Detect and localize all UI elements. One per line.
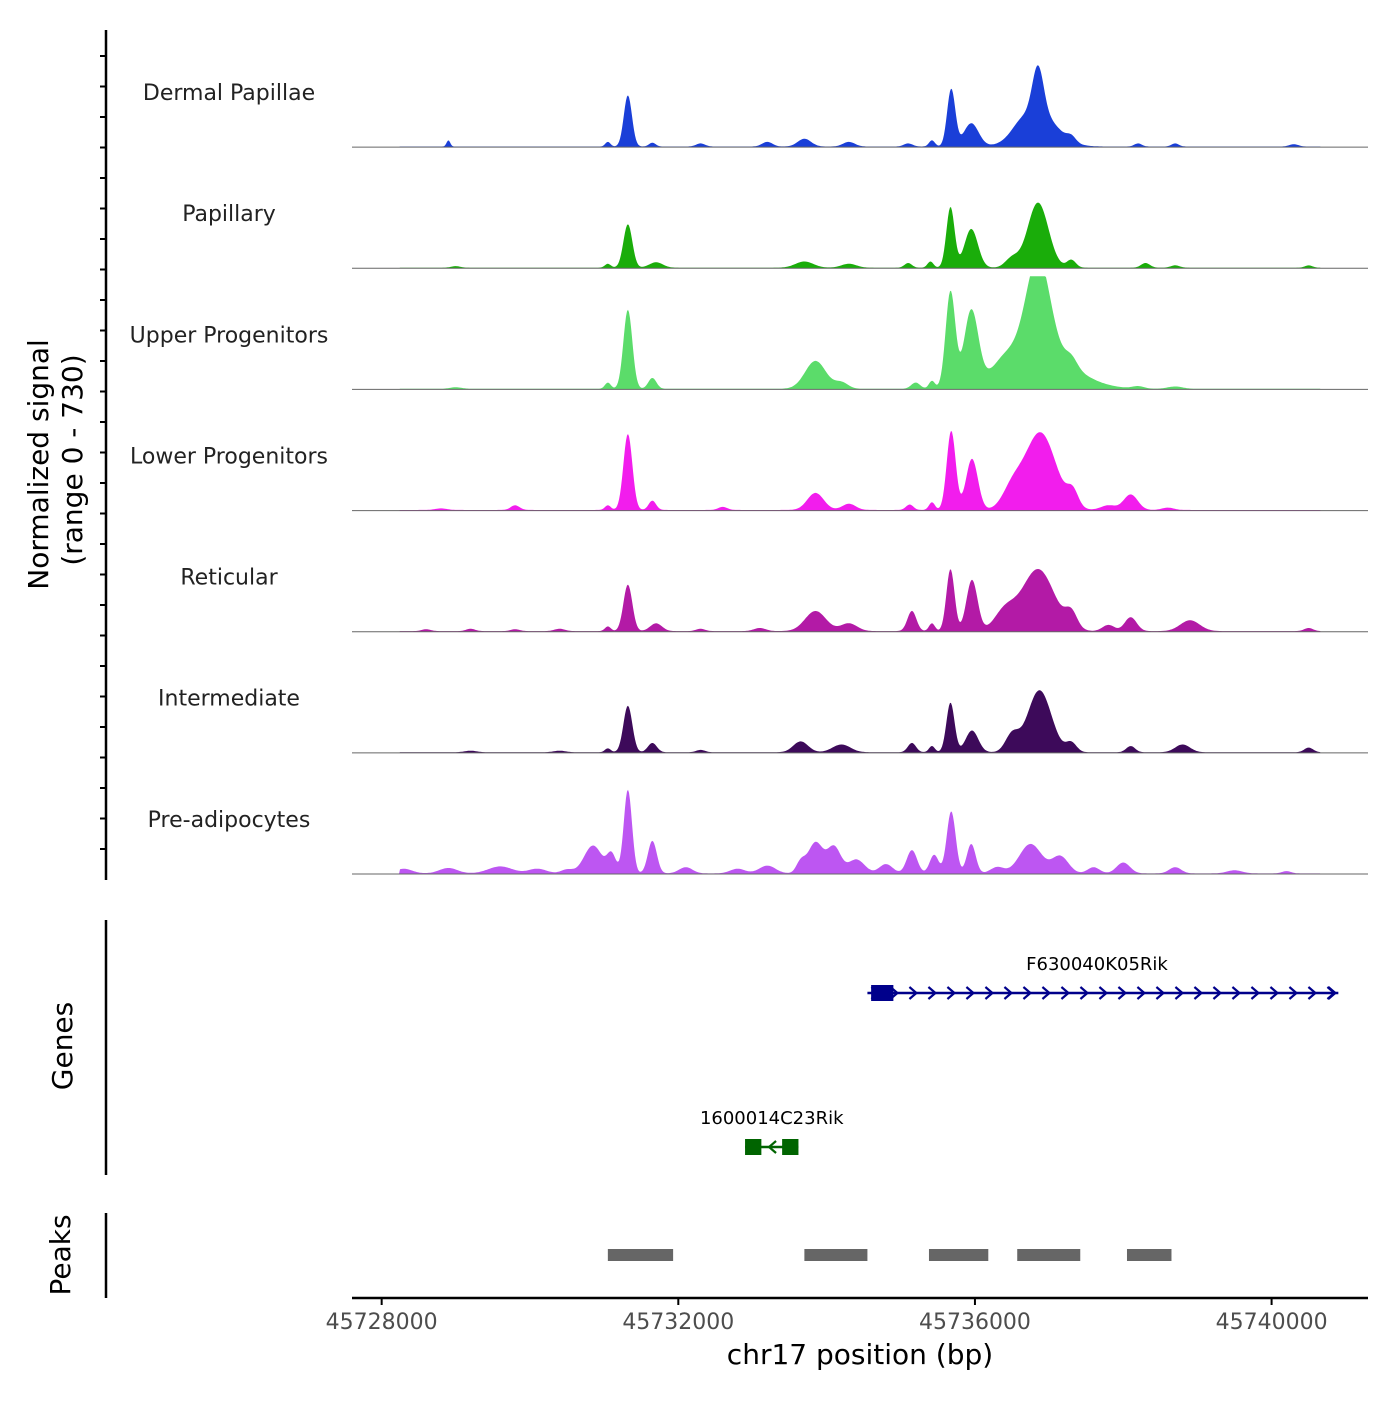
track-label-intermediate: Intermediate (158, 687, 300, 712)
signal-area-upper-progenitors (352, 276, 1368, 390)
x-tick-label: 45740000 (1216, 1310, 1328, 1335)
strand-arrow (927, 986, 938, 1000)
track-intermediate: Intermediate (158, 687, 1368, 754)
genes-track-label: Genes (46, 1002, 79, 1090)
strand-arrow (1231, 986, 1242, 1000)
track-dermal-papillae: Dermal Papillae (143, 65, 1368, 148)
strand-arrow (1327, 986, 1338, 1000)
strand-arrow (908, 986, 919, 1000)
genes-track: F630040K05Rik 1600014C23Rik (104, 920, 1339, 1175)
x-tick-label: 45736000 (919, 1310, 1031, 1335)
strand-arrow (984, 986, 995, 1000)
y-axis-title-line1: Normalized signal (22, 339, 55, 590)
x-tick-label: 45728000 (326, 1310, 438, 1335)
strand-arrow (1174, 986, 1185, 1000)
gene-label: 1600014C23Rik (700, 1108, 844, 1129)
peaks-track (104, 1213, 1172, 1298)
strand-arrow (767, 1140, 777, 1154)
gene-exon (782, 1139, 799, 1155)
strand-arrow (965, 986, 976, 1000)
strand-arrow (1193, 986, 1204, 1000)
strand-arrow (1250, 986, 1261, 1000)
strand-arrow (1003, 986, 1014, 1000)
track-label-papillary: Papillary (182, 202, 276, 227)
peak-region (1017, 1249, 1081, 1261)
y-axis-title: Normalized signal (range 0 - 730) (22, 330, 89, 589)
signal-tracks: Dermal Papillae Papillary Upper Progenitor… (100, 30, 1368, 880)
strand-arrow (1041, 986, 1052, 1000)
x-axis-title: chr17 position (bp) (727, 1338, 993, 1371)
track-papillary: Papillary (182, 202, 1368, 269)
signal-area-dermal-papillae (352, 65, 1368, 148)
y-axis-title-line2: (range 0 - 730) (56, 354, 89, 565)
strand-arrow (1060, 986, 1071, 1000)
peaks-track-label: Peaks (44, 1214, 77, 1295)
strand-arrow (1136, 986, 1147, 1000)
strand-arrow (946, 986, 957, 1000)
strand-arrow (1117, 986, 1128, 1000)
signal-area-papillary (352, 202, 1368, 269)
strand-arrow (1098, 986, 1109, 1000)
track-pre-adipocytes: Pre-adipocytes (148, 789, 1368, 875)
track-label-reticular: Reticular (180, 566, 278, 591)
signal-area-reticular (352, 569, 1368, 632)
track-label-dermal-papillae: Dermal Papillae (143, 81, 315, 106)
peak-region (804, 1249, 868, 1261)
gene-f630040k05rik: F630040K05Rik (867, 954, 1339, 1001)
gene-label: F630040K05Rik (1026, 954, 1168, 975)
strand-arrow (1307, 986, 1318, 1000)
strand-arrow (1155, 986, 1166, 1000)
peak-region (1126, 1249, 1172, 1261)
signal-area-intermediate (352, 690, 1368, 753)
track-reticular: Reticular (180, 566, 1368, 633)
strand-arrow (1288, 986, 1299, 1000)
strand-arrow (1212, 986, 1223, 1000)
strand-arrow (1079, 986, 1090, 1000)
track-label-pre-adipocytes: Pre-adipocytes (148, 808, 311, 833)
gene-1600014c23rik: 1600014C23Rik (700, 1108, 844, 1155)
strand-arrow (1269, 986, 1280, 1000)
strand-arrow (1022, 986, 1033, 1000)
track-lower-progenitors: Lower Progenitors (130, 430, 1368, 512)
peak-region (928, 1249, 989, 1261)
gene-exon (871, 985, 894, 1001)
x-tick-label: 45732000 (622, 1310, 734, 1335)
gene-exon (745, 1139, 762, 1155)
peak-region (607, 1249, 674, 1261)
signal-area-pre-adipocytes (352, 789, 1368, 874)
track-label-lower-progenitors: Lower Progenitors (130, 444, 328, 469)
track-upper-progenitors: Upper Progenitors (130, 276, 1368, 390)
signal-area-lower-progenitors (352, 430, 1368, 511)
x-axis: 45728000 45732000 45736000 45740000 (326, 1296, 1368, 1335)
track-label-upper-progenitors: Upper Progenitors (130, 323, 329, 348)
